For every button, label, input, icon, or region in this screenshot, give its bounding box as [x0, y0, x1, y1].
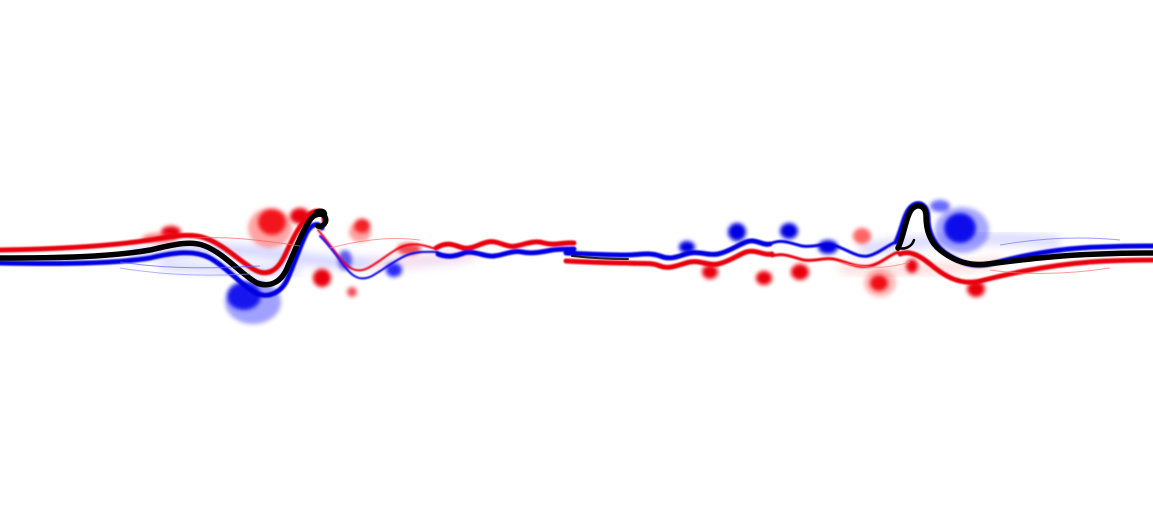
vorticity-field-image — [0, 0, 1153, 520]
